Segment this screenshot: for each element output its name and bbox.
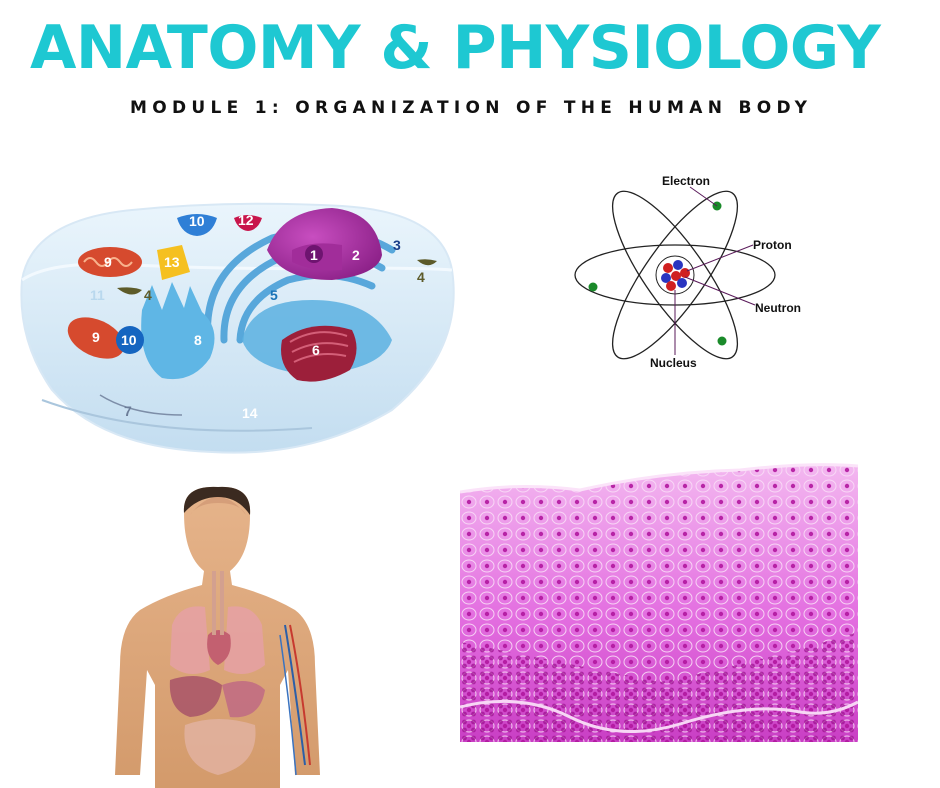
cell-label: 11 — [90, 287, 105, 303]
proton-label: Proton — [753, 238, 792, 252]
cell-label: 10 — [121, 332, 137, 348]
page-title: ANATOMY & PHYSIOLOGY — [30, 13, 881, 83]
cell-label: 9 — [104, 254, 112, 270]
epithelial-tissue-micrograph — [460, 463, 858, 742]
cell-label: 6 — [312, 342, 320, 358]
cell-label: 12 — [238, 212, 254, 228]
cell-label: 14 — [242, 405, 258, 421]
page-subtitle: MODULE 1: ORGANIZATION OF THE HUMAN BODY — [130, 98, 813, 118]
cell-label: 1 — [310, 247, 318, 263]
cell-label: 5 — [270, 287, 278, 303]
cell-label: 7 — [124, 403, 132, 419]
atom-nucleus — [661, 260, 690, 291]
cell-label: 8 — [194, 332, 202, 348]
animal-cell-diagram: 1 2 3 4 4 5 6 7 8 9 9 10 10 11 12 13 14 — [20, 202, 455, 454]
cell-label: 9 — [92, 329, 100, 345]
cell-label: 3 — [393, 237, 401, 253]
electron-label: Electron — [662, 174, 710, 188]
electron-orbit — [611, 190, 739, 360]
cell-label: 4 — [417, 269, 425, 285]
cell-label: 13 — [164, 254, 180, 270]
neutron-label: Neutron — [755, 301, 801, 315]
electron-orbit — [611, 190, 739, 360]
atom-diagram: Electron Proton Neutron Nucleus — [574, 174, 801, 370]
electron — [588, 282, 598, 292]
cell-label: 10 — [189, 213, 205, 229]
electron — [717, 336, 727, 346]
cell-label: 4 — [144, 287, 152, 303]
nucleus-label: Nucleus — [650, 356, 697, 370]
cell-label: 2 — [352, 247, 360, 263]
human-body-illustration — [115, 486, 320, 788]
